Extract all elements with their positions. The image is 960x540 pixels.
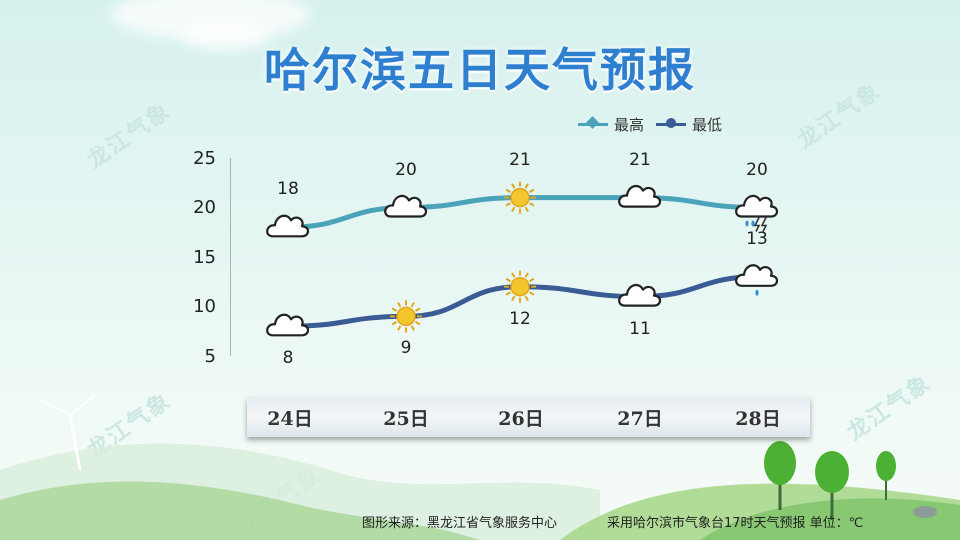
data-label: 13 xyxy=(746,228,768,249)
footer-source: 图形来源：黑龙江省气象服务中心 xyxy=(362,516,558,531)
x-tick-label: 24日 xyxy=(267,408,313,430)
x-tick-label: 27日 xyxy=(617,408,663,430)
x-tick-label: 28日 xyxy=(735,408,781,430)
y-tick-label: 25 xyxy=(193,148,216,169)
x-tick-label: 25日 xyxy=(383,408,429,430)
data-label: 20 xyxy=(395,159,417,180)
data-label: 9 xyxy=(400,338,412,359)
footer-note: 采用哈尔滨市气象台17时天气预报 单位：℃ xyxy=(607,516,864,531)
y-tick-label: 5 xyxy=(204,346,216,367)
y-axis xyxy=(230,158,231,356)
data-label: 21 xyxy=(629,149,651,170)
legend-label-high: 最高 xyxy=(614,116,645,134)
page-title: 哈尔滨五日天气预报 xyxy=(264,43,696,97)
data-label: 18 xyxy=(277,179,299,200)
y-tick-label: 15 xyxy=(193,247,216,268)
cloudy-icon xyxy=(384,194,428,218)
x-tick-label: 26日 xyxy=(498,408,544,430)
cloudy-icon xyxy=(618,184,662,208)
data-label: 20 xyxy=(746,159,768,180)
data-label: 21 xyxy=(509,149,531,170)
data-label: 8 xyxy=(282,348,294,369)
y-tick-label: 10 xyxy=(193,296,216,317)
light-rain-icon xyxy=(735,264,779,296)
cloudy-icon xyxy=(266,214,310,238)
cloudy-icon xyxy=(618,283,662,307)
data-label: 12 xyxy=(509,308,531,329)
sunny-icon xyxy=(504,181,536,214)
y-tick-label: 20 xyxy=(193,197,216,218)
sunny-icon xyxy=(390,300,422,333)
data-label: 11 xyxy=(629,318,651,339)
legend-label-low: 最低 xyxy=(692,116,723,134)
background-cloud xyxy=(180,20,270,50)
sunny-icon xyxy=(504,270,536,303)
thunderstorm-icon xyxy=(735,194,779,232)
x-axis-bar xyxy=(247,397,810,437)
legend-marker-low xyxy=(666,118,676,128)
cloudy-icon xyxy=(266,313,310,337)
